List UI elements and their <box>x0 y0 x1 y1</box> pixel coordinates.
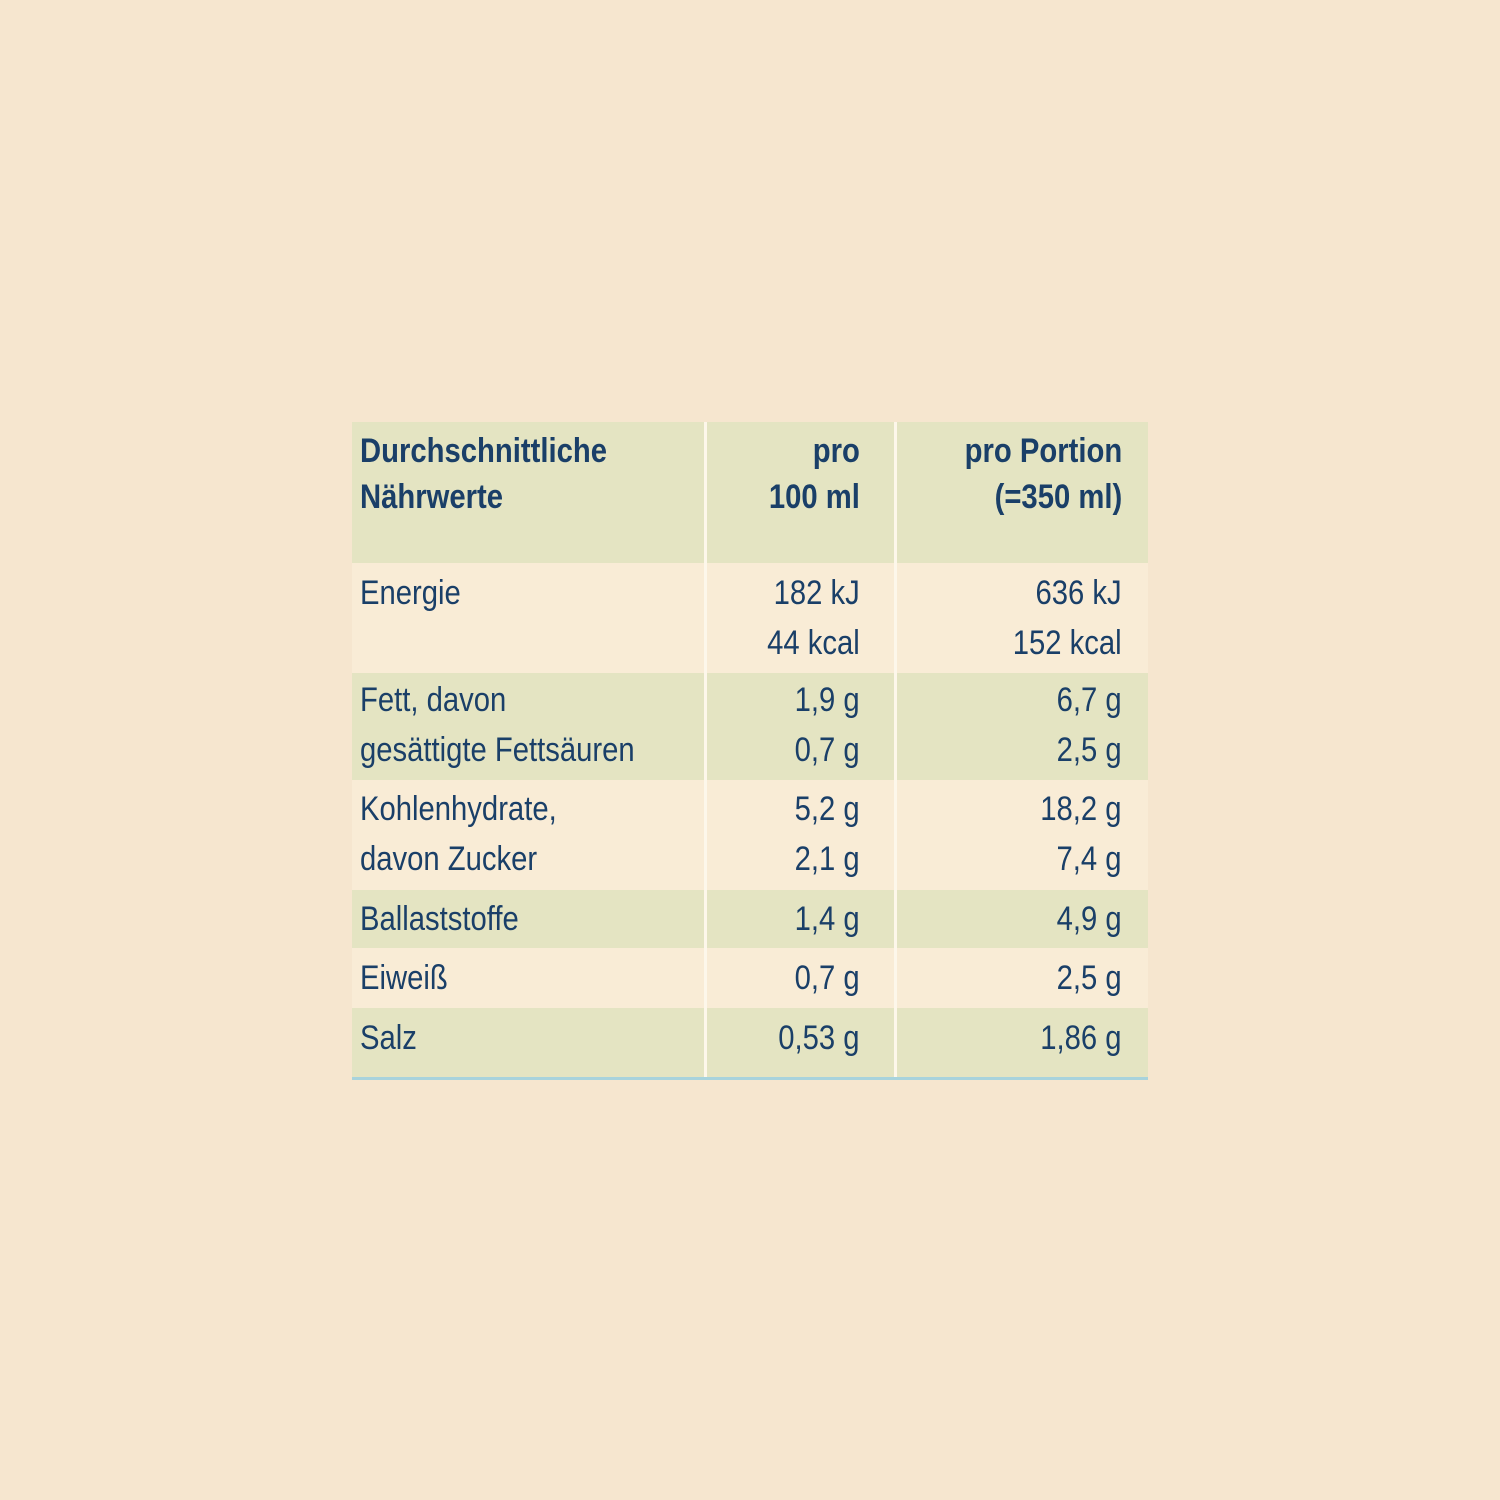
table-row-ballaststoffe: Ballaststoffe 1,4 g 4,9 g <box>352 890 1148 948</box>
row-portion-line: 636 kJ <box>1035 574 1122 612</box>
header-nutrients-line-1: Durchschnittliche <box>360 432 607 470</box>
header-per-100ml: pro 100 ml <box>769 428 860 520</box>
row-portion-line: 2,5 g <box>1056 731 1122 769</box>
row-per100-line: 0,7 g <box>794 731 860 769</box>
table-row-kohlenhydrate: Kohlenhydrate, davon Zucker 5,2 g 2,1 g … <box>352 780 1148 890</box>
table-row-fett: Fett, davon gesättigte Fettsäuren 1,9 g … <box>352 673 1148 780</box>
row-per100: 1,4 g <box>795 894 860 944</box>
header-per-portion: pro Portion (=350 ml) <box>964 428 1122 520</box>
row-per100-line: 1,9 g <box>794 681 860 719</box>
row-label: Kohlenhydrate, davon Zucker <box>360 784 557 884</box>
row-label-line: Salz <box>360 1019 417 1057</box>
row-portion: 4,9 g <box>1057 894 1122 944</box>
row-per100-line: 1,4 g <box>794 900 860 938</box>
row-portion: 6,7 g 2,5 g <box>1057 675 1122 775</box>
row-per100: 182 kJ 44 kcal <box>767 568 860 668</box>
bottom-edge <box>352 1077 1148 1080</box>
column-divider <box>894 422 897 1077</box>
row-per100-line: 2,1 g <box>794 840 860 878</box>
row-portion: 1,86 g <box>1041 1013 1122 1063</box>
row-portion-line: 6,7 g <box>1056 681 1122 719</box>
row-portion-line: 1,86 g <box>1040 1019 1122 1057</box>
row-label: Eiweiß <box>360 953 448 1003</box>
row-portion-line: 152 kcal <box>1013 624 1122 662</box>
table-row-energie: Energie 182 kJ 44 kcal 636 kJ 152 kcal <box>352 568 1148 673</box>
row-label: Ballaststoffe <box>360 894 519 944</box>
header-per-portion-line-1: pro Portion <box>964 432 1122 470</box>
row-label-line: Fett, davon <box>360 681 507 719</box>
row-label: Fett, davon gesättigte Fettsäuren <box>360 675 635 775</box>
row-portion-line: 4,9 g <box>1056 900 1122 938</box>
row-per100: 5,2 g 2,1 g <box>795 784 860 884</box>
header-per-100ml-line-2: 100 ml <box>768 478 860 516</box>
row-label-line: davon Zucker <box>360 840 538 878</box>
row-label-line: Eiweiß <box>360 959 448 997</box>
row-portion: 636 kJ 152 kcal <box>1013 568 1122 668</box>
row-per100-line: 0,7 g <box>794 959 860 997</box>
row-portion: 2,5 g <box>1057 953 1122 1003</box>
nutrition-table: Durchschnittliche Nährwerte pro 100 ml p… <box>352 422 1148 1080</box>
row-portion-line: 18,2 g <box>1040 790 1122 828</box>
row-portion-line: 2,5 g <box>1056 959 1122 997</box>
row-portion: 18,2 g 7,4 g <box>1041 784 1122 884</box>
table-row-salz: Salz 0,53 g 1,86 g <box>352 1008 1148 1077</box>
header-per-100ml-line-1: pro <box>812 432 860 470</box>
row-label: Energie <box>360 568 461 618</box>
row-per100-line: 44 kcal <box>767 624 860 662</box>
row-label-line: gesättigte Fettsäuren <box>360 731 635 769</box>
table-header-row: Durchschnittliche Nährwerte pro 100 ml p… <box>352 422 1148 563</box>
row-label-line: Energie <box>360 574 461 612</box>
column-divider <box>704 422 707 1077</box>
row-label: Salz <box>360 1013 417 1063</box>
row-per100: 1,9 g 0,7 g <box>795 675 860 775</box>
row-label-line: Kohlenhydrate, <box>360 790 557 828</box>
header-nutrients-line-2: Nährwerte <box>360 478 504 516</box>
row-per100: 0,7 g <box>795 953 860 1003</box>
row-label-line: Ballaststoffe <box>360 900 519 938</box>
row-per100-line: 182 kJ <box>773 574 860 612</box>
table-row-eiweiss: Eiweiß 0,7 g 2,5 g <box>352 948 1148 1008</box>
row-per100-line: 5,2 g <box>794 790 860 828</box>
row-portion-line: 7,4 g <box>1056 840 1122 878</box>
header-per-portion-line-2: (=350 ml) <box>994 478 1122 516</box>
header-nutrients: Durchschnittliche Nährwerte <box>360 428 607 520</box>
row-per100-line: 0,53 g <box>778 1019 860 1057</box>
row-per100: 0,53 g <box>779 1013 860 1063</box>
